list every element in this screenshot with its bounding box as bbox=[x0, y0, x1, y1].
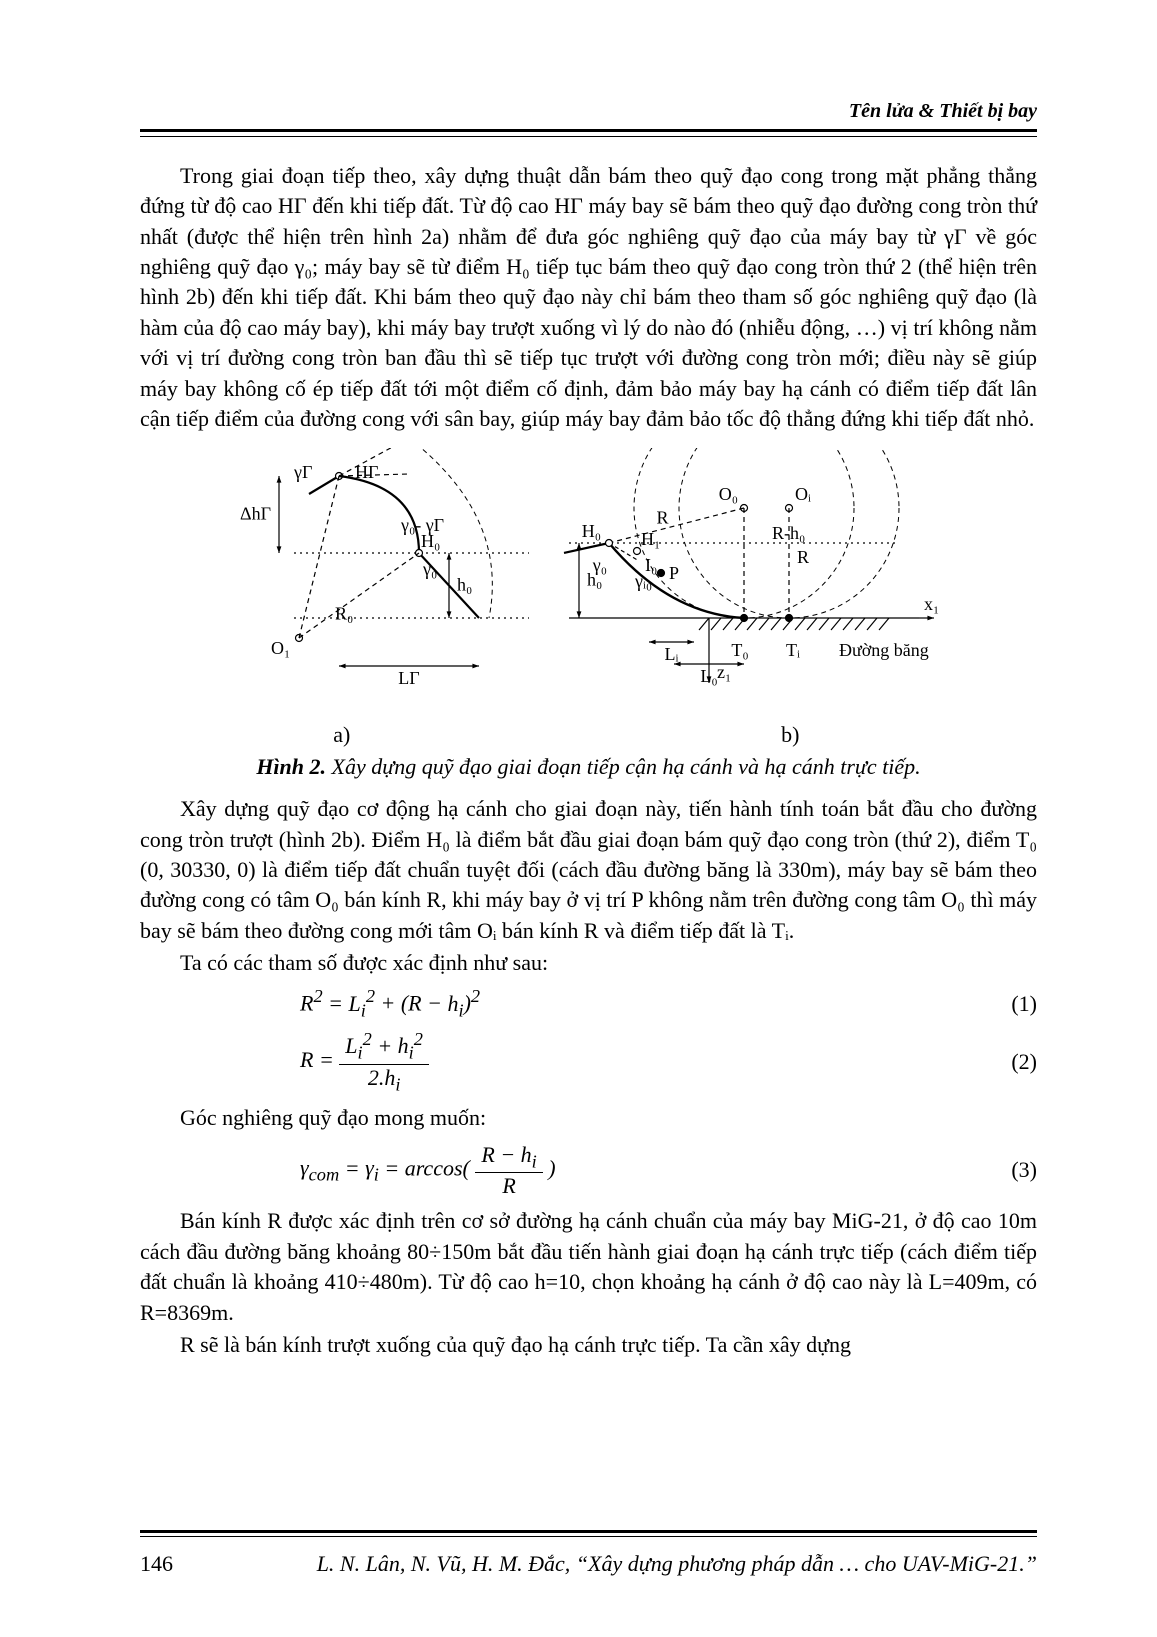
paragraph-4: Góc nghiêng quỹ đạo mong muốn: bbox=[140, 1103, 1037, 1133]
equation-2-number: (2) bbox=[987, 1049, 1037, 1075]
paragraph-3: Ta có các tham số được xác định như sau: bbox=[140, 948, 1037, 978]
svg-text:Tᵢ: Tᵢ bbox=[786, 640, 800, 660]
svg-text:ΔhΓ: ΔhΓ bbox=[240, 504, 271, 524]
svg-text:Oᵢ: Oᵢ bbox=[795, 484, 811, 504]
figure-sublabel-b: b) bbox=[544, 722, 1037, 748]
svg-text:H₁: H₁ bbox=[641, 529, 660, 549]
svg-text:R: R bbox=[656, 508, 668, 528]
paragraph-1: Trong giai đoạn tiếp theo, xây dựng thuậ… bbox=[140, 161, 1037, 434]
equation-2-fraction: Li2 + hi2 2.hi bbox=[339, 1029, 429, 1095]
figure-sublabels: a) b) bbox=[140, 722, 1037, 748]
svg-text:O₀: O₀ bbox=[718, 484, 737, 504]
svg-text:h₀: h₀ bbox=[457, 575, 472, 595]
svg-text:R: R bbox=[797, 547, 809, 567]
figure-caption-text: Xây dựng quỹ đạo giai đoạn tiếp cận hạ c… bbox=[332, 754, 921, 779]
svg-text:Đường băng: Đường băng bbox=[839, 640, 929, 660]
page-number: 146 bbox=[140, 1551, 220, 1577]
svg-text:h₀: h₀ bbox=[587, 570, 602, 590]
svg-text:γΓ: γΓ bbox=[293, 462, 312, 482]
svg-text:γ₀: γ₀ bbox=[422, 559, 437, 579]
svg-text:T₀: T₀ bbox=[731, 640, 748, 660]
svg-text:L₀: L₀ bbox=[700, 666, 717, 686]
paragraph-5: Bán kính R được xác định trên cơ sở đườn… bbox=[140, 1206, 1037, 1327]
svg-text:γᵢ₀: γᵢ₀ bbox=[634, 571, 652, 591]
figure-caption: Hình 2. Xây dựng quỹ đạo giai đoạn tiếp … bbox=[140, 754, 1037, 780]
paragraph-6: R sẽ là bán kính trượt xuống của quỹ đạo… bbox=[140, 1330, 1037, 1360]
figure-caption-label: Hình 2. bbox=[256, 754, 326, 779]
svg-text:LΓ: LΓ bbox=[398, 668, 419, 688]
svg-text:R₀: R₀ bbox=[335, 604, 353, 624]
page-footer: 146 L. N. Lân, N. Vũ, H. M. Đắc, “Xây dự… bbox=[140, 1530, 1037, 1577]
figure-sublabel-a: a) bbox=[140, 722, 544, 748]
footer-citation: L. N. Lân, N. Vũ, H. M. Đắc, “Xây dựng p… bbox=[220, 1551, 1037, 1577]
footer-cite-title: “Xây dựng phương pháp dẫn … cho UAV-MiG-… bbox=[576, 1551, 1037, 1576]
svg-text:x₁: x₁ bbox=[924, 594, 939, 614]
equation-3-body: γcom = γi = arccos( R − hi R ) bbox=[300, 1142, 987, 1199]
equation-2-body: R = Li2 + hi2 2.hi bbox=[300, 1029, 987, 1095]
svg-text:R-h₀: R-h₀ bbox=[772, 523, 805, 543]
equation-1-number: (1) bbox=[987, 991, 1037, 1017]
footer-cite-authors: L. N. Lân, N. Vũ, H. M. Đắc, bbox=[317, 1551, 576, 1576]
equation-2: R = Li2 + hi2 2.hi (2) bbox=[140, 1029, 1037, 1095]
svg-text:O₁: O₁ bbox=[271, 638, 290, 658]
svg-text:Lᵢ: Lᵢ bbox=[664, 644, 678, 664]
svg-text:z₁: z₁ bbox=[717, 662, 731, 682]
equation-3-fraction: R − hi R bbox=[475, 1142, 542, 1199]
svg-text:γ₀- γΓ: γ₀- γΓ bbox=[400, 515, 444, 535]
figure-2: γΓHΓH₀γ₀γ₀- γΓO₁R₀ΔhΓh₀LΓx₁z₁O₀OᵢRRR-h₀H… bbox=[229, 448, 949, 718]
svg-text:H₀: H₀ bbox=[581, 521, 600, 541]
equation-3-number: (3) bbox=[987, 1157, 1037, 1183]
equation-1-body: R2 = Li2 + (R − hi)2 bbox=[300, 986, 987, 1021]
paragraph-2: Xây dựng quỹ đạo cơ động hạ cánh cho gia… bbox=[140, 794, 1037, 946]
svg-text:P: P bbox=[669, 563, 679, 583]
journal-name: Tên lửa & Thiết bị bay bbox=[140, 100, 1037, 132]
equation-3: γcom = γi = arccos( R − hi R ) (3) bbox=[140, 1142, 1037, 1199]
equation-1: R2 = Li2 + (R − hi)2 (1) bbox=[140, 986, 1037, 1021]
header-rule bbox=[140, 136, 1037, 137]
